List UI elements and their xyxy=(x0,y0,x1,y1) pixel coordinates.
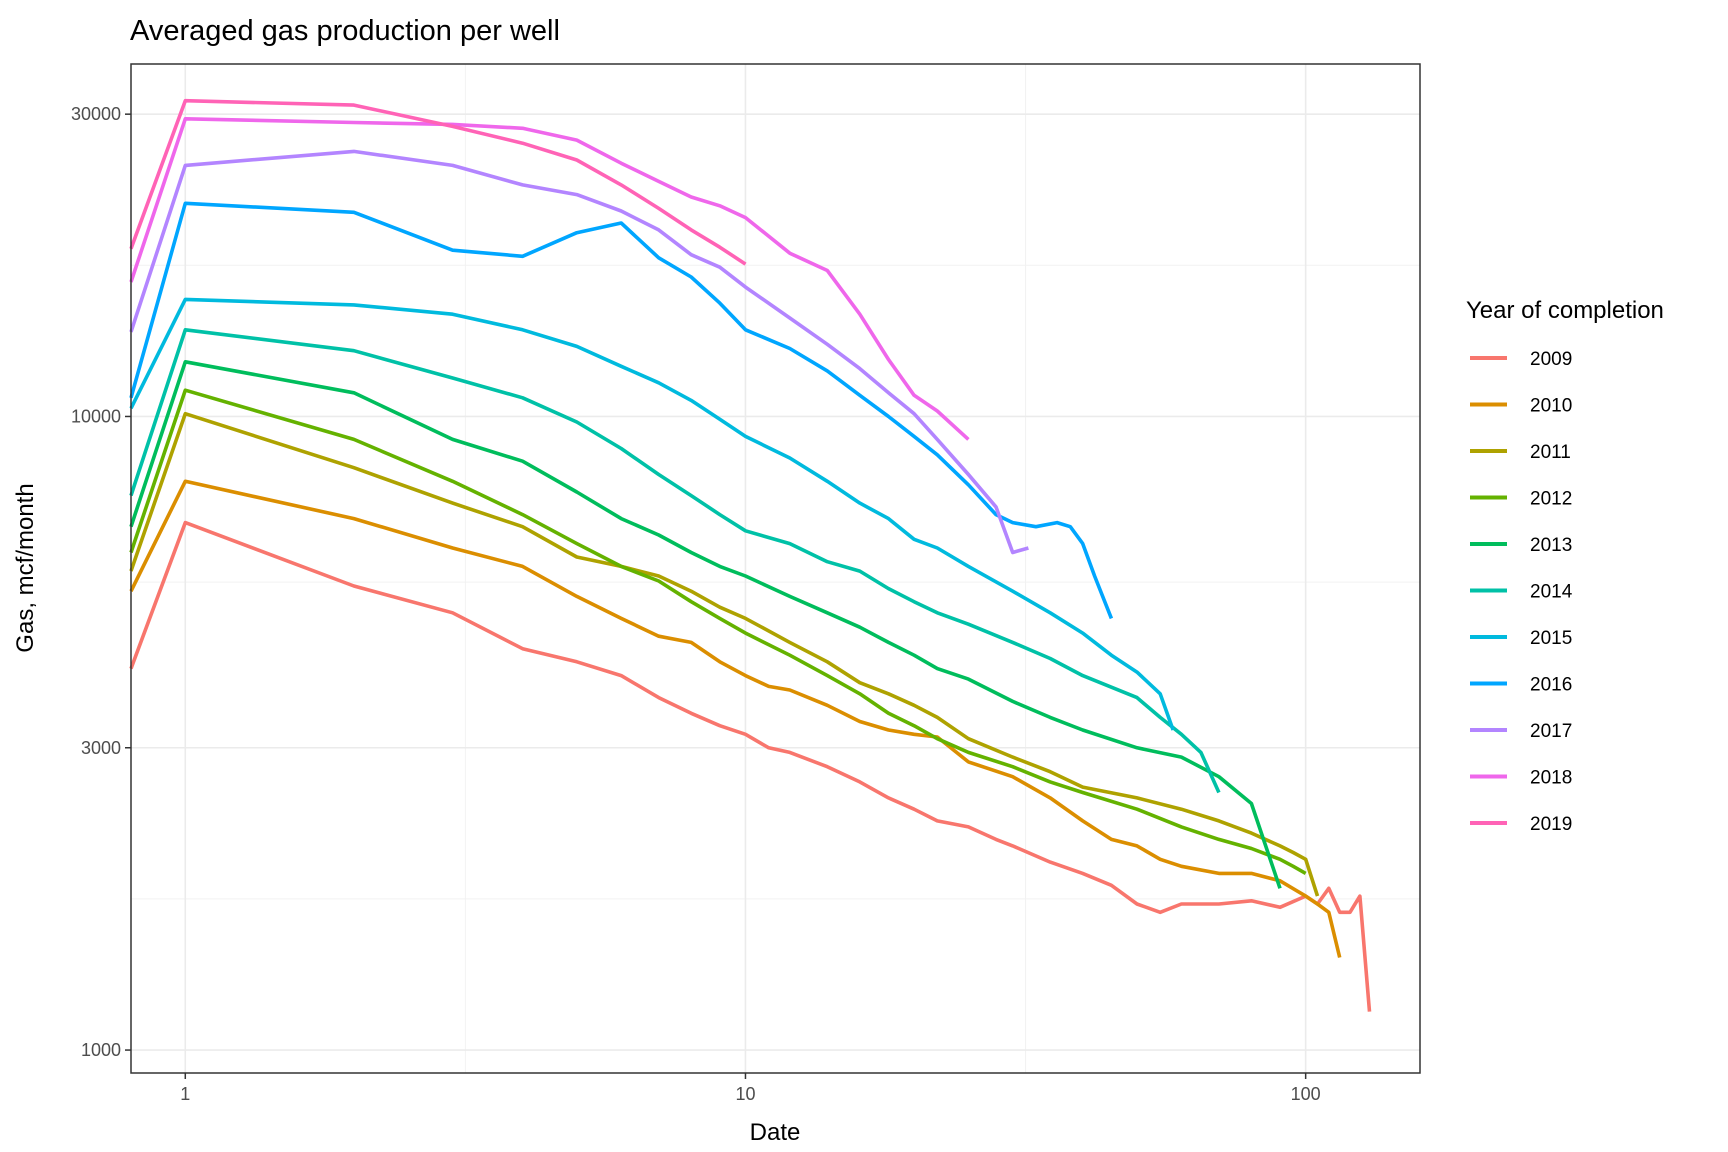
legend-label-2018: 2018 xyxy=(1530,768,1572,789)
series-lines xyxy=(129,98,1372,1012)
legend-label-2011: 2011 xyxy=(1530,442,1571,463)
series-line-2017 xyxy=(129,149,1029,555)
legend-label-2019: 2019 xyxy=(1530,814,1572,835)
y-axis: 1000 3000 10000 30000 xyxy=(71,104,131,1060)
x-tick-label: 10 xyxy=(735,1084,755,1104)
series-line-2014 xyxy=(129,327,1221,794)
series-line-2012 xyxy=(129,388,1307,875)
y-axis-title: Gas, mcf/month xyxy=(12,483,39,652)
x-axis-title: Date xyxy=(750,1119,801,1146)
legend-label-2013: 2013 xyxy=(1530,535,1572,556)
y-tick-label: 3000 xyxy=(81,738,121,758)
legend-label-2015: 2015 xyxy=(1530,628,1572,649)
legend-label-2010: 2010 xyxy=(1530,396,1572,417)
plot-panel-grid xyxy=(131,64,1420,1073)
legend-label-2017: 2017 xyxy=(1530,721,1572,742)
x-axis: 1 10 100 xyxy=(180,1073,1321,1104)
legend: Year of completion 2009 2010 2011 2012 2013 2… xyxy=(1466,297,1664,835)
chart-title: Averaged gas production per well xyxy=(130,15,560,47)
legend-label-2014: 2014 xyxy=(1530,582,1573,603)
y-tick-label: 1000 xyxy=(81,1040,121,1060)
series-line-2011 xyxy=(129,411,1320,897)
series-line-2015 xyxy=(129,297,1175,731)
y-tick-label: 30000 xyxy=(71,104,121,124)
series-line-2010 xyxy=(129,479,1342,958)
series-line-2016 xyxy=(129,201,1114,620)
x-tick-label: 100 xyxy=(1291,1084,1321,1104)
series-line-2019 xyxy=(129,98,747,266)
legend-label-2009: 2009 xyxy=(1530,349,1572,370)
legend-label-2012: 2012 xyxy=(1530,489,1572,510)
plot-panel-border xyxy=(130,63,1421,1074)
series-line-2013 xyxy=(129,359,1282,889)
x-tick-label: 1 xyxy=(180,1084,190,1104)
plot-panel-background xyxy=(131,64,1420,1073)
legend-title: Year of completion xyxy=(1466,297,1664,324)
y-tick-label: 10000 xyxy=(71,406,121,426)
legend-label-2016: 2016 xyxy=(1530,675,1572,696)
